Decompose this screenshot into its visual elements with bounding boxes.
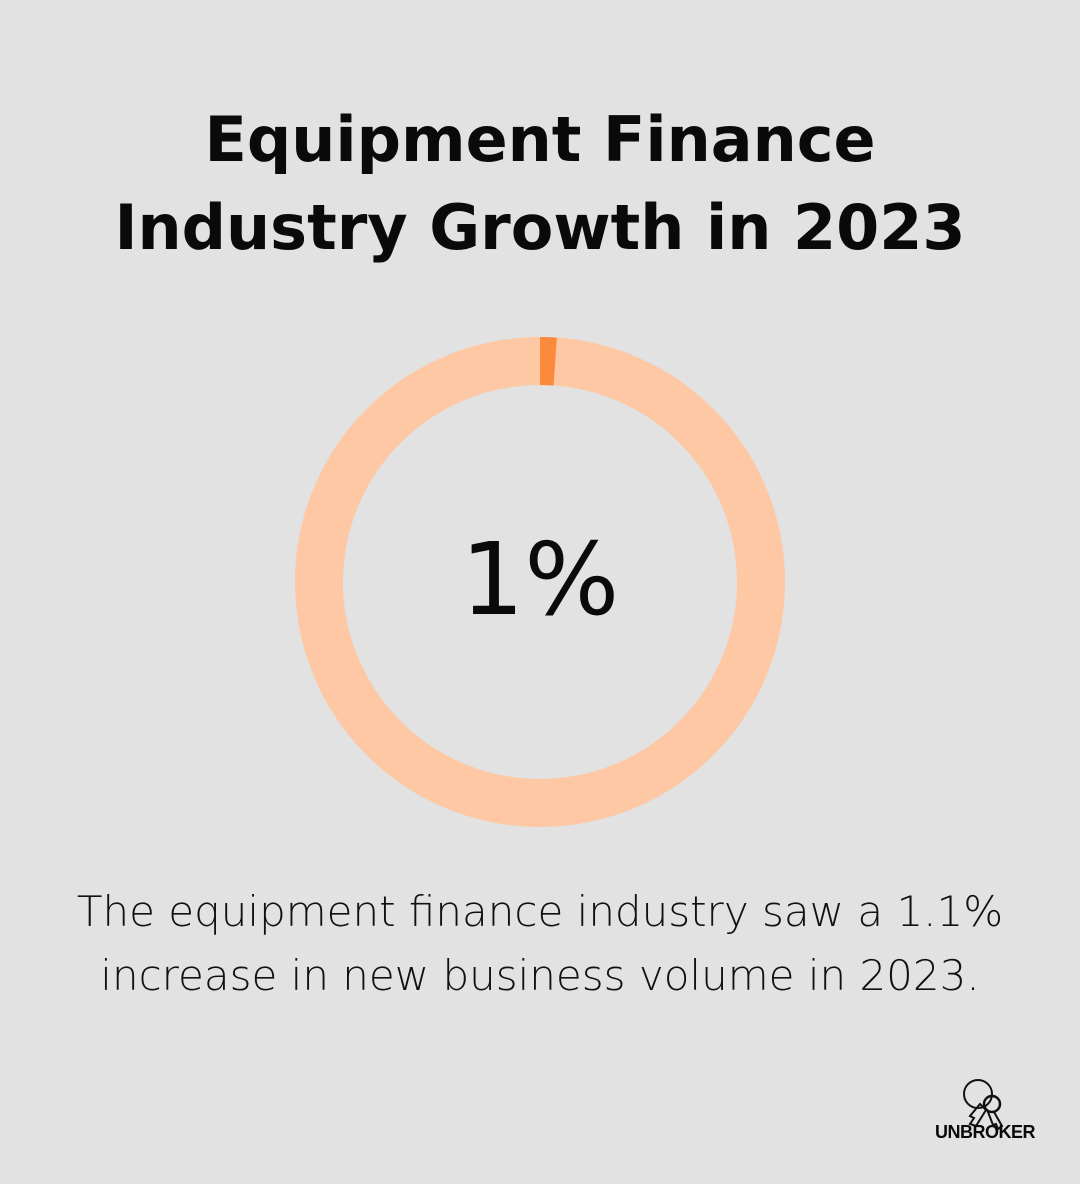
donut-chart xyxy=(295,337,785,827)
title-line-1: Equipment Finance xyxy=(204,103,876,176)
center-value: 1% xyxy=(460,521,620,638)
brand-logo-text: UNBROKER xyxy=(934,1122,1036,1142)
keys-icon xyxy=(963,1079,1004,1131)
description: The equipment finance industry saw a 1.1… xyxy=(0,880,1080,1008)
chart-title: Equipment Finance Industry Growth in 202… xyxy=(0,96,1080,272)
ring-value-segment xyxy=(295,337,785,827)
description-line-1: The equipment finance industry saw a 1.1… xyxy=(76,887,1004,936)
description-line-2: increase in new business volume in 2023. xyxy=(100,951,980,1000)
title-line-2: Industry Growth in 2023 xyxy=(114,191,966,264)
